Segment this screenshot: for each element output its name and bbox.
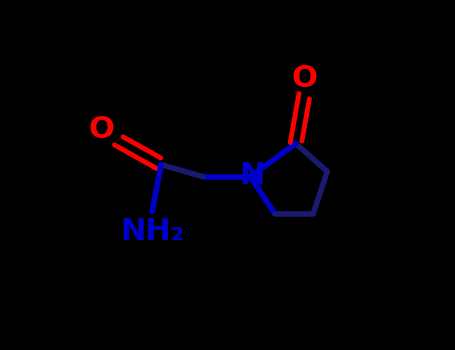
Text: O: O xyxy=(89,115,115,144)
Text: O: O xyxy=(292,64,318,93)
Text: NH₂: NH₂ xyxy=(120,217,184,245)
Text: N: N xyxy=(239,161,265,189)
